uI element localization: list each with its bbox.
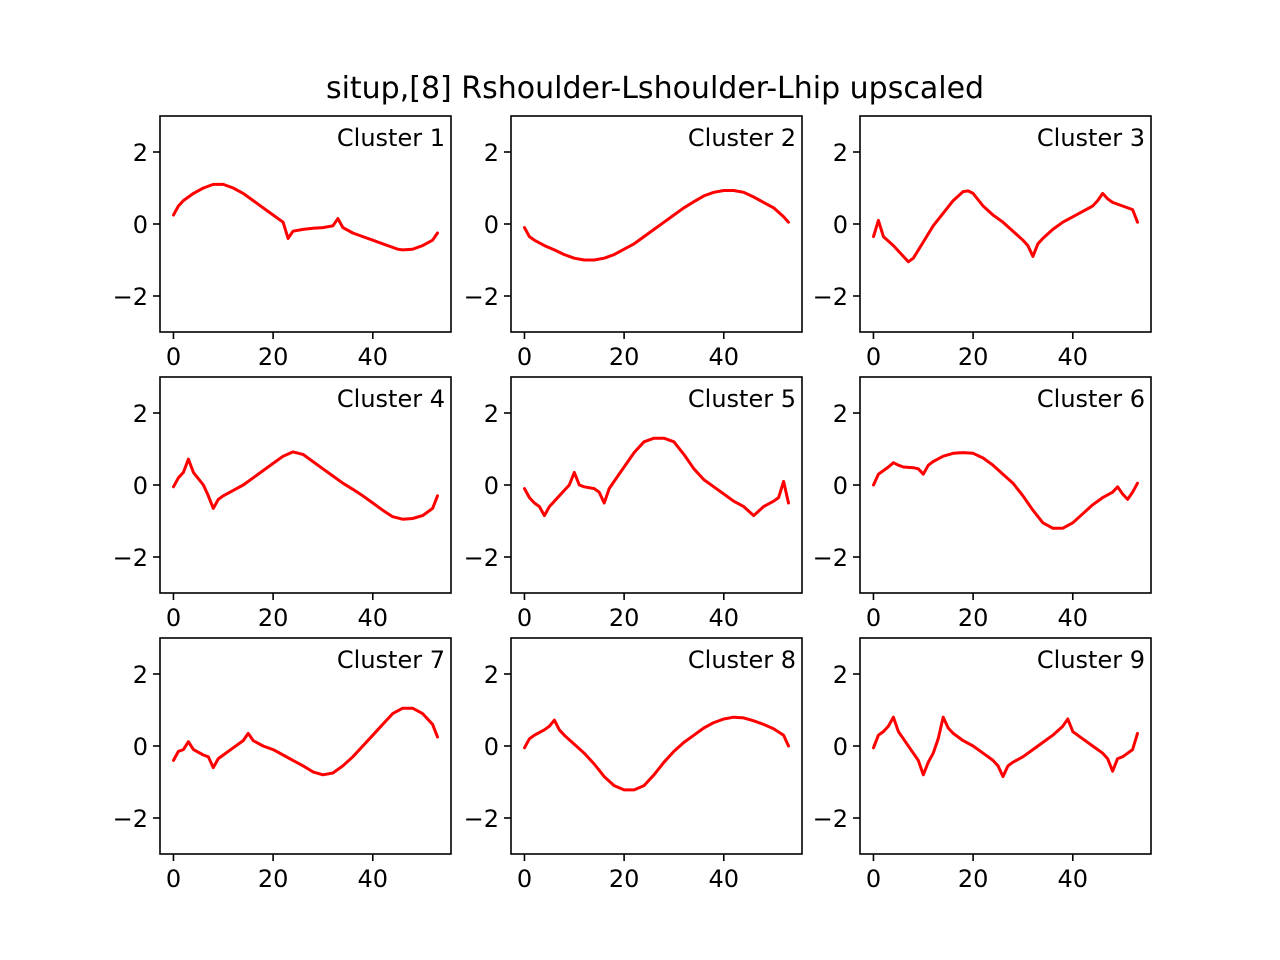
cluster-6-line (872, 451, 1139, 530)
y-tick-label: 0 (833, 472, 848, 500)
x-tick-label: 0 (166, 865, 181, 893)
cluster-label: Cluster 7 (337, 646, 445, 674)
x-tick-label: 40 (1057, 604, 1088, 632)
x-tick-label: 40 (708, 865, 739, 893)
x-tick-label: 0 (866, 865, 881, 893)
y-tick-label: 0 (133, 733, 148, 761)
x-tick-label: 40 (357, 604, 388, 632)
x-tick-label: 0 (166, 604, 181, 632)
x-tick-label: 20 (958, 604, 989, 632)
y-tick-label: 0 (484, 211, 499, 239)
cluster-4-line (172, 450, 439, 521)
y-tick-label: −2 (113, 283, 148, 311)
y-tick-label: −2 (113, 544, 148, 572)
cluster-8-line (523, 715, 790, 792)
y-tick-label: 2 (833, 661, 848, 689)
x-tick-label: 40 (708, 343, 739, 371)
y-tick-label: 0 (833, 211, 848, 239)
cluster-label: Cluster 1 (337, 124, 445, 152)
y-tick-label: 2 (484, 661, 499, 689)
y-tick-label: 0 (484, 733, 499, 761)
x-tick-label: 20 (609, 604, 640, 632)
cluster-label: Cluster 4 (337, 385, 445, 413)
x-tick-label: 0 (517, 604, 532, 632)
y-tick-label: 2 (133, 661, 148, 689)
x-tick-label: 40 (357, 343, 388, 371)
cluster-label: Cluster 2 (688, 124, 796, 152)
x-tick-label: 20 (258, 604, 289, 632)
y-tick-label: −2 (464, 805, 499, 833)
x-tick-label: 0 (866, 604, 881, 632)
cluster-label: Cluster 6 (1037, 385, 1145, 413)
x-tick-label: 40 (708, 604, 739, 632)
figure-title: situp,[8] Rshoulder-Lshoulder-Lhip upsca… (326, 71, 984, 106)
y-tick-label: −2 (464, 283, 499, 311)
y-tick-label: 0 (833, 733, 848, 761)
y-tick-label: −2 (813, 805, 848, 833)
cluster-label: Cluster 5 (688, 385, 796, 413)
y-tick-label: −2 (813, 283, 848, 311)
x-tick-label: 20 (958, 865, 989, 893)
x-tick-label: 40 (357, 865, 388, 893)
x-tick-label: 20 (258, 343, 289, 371)
x-tick-label: 0 (866, 343, 881, 371)
cluster-label: Cluster 3 (1037, 124, 1145, 152)
cluster-label: Cluster 9 (1037, 646, 1145, 674)
cluster-5-line (523, 436, 790, 518)
y-tick-label: 0 (133, 472, 148, 500)
y-tick-label: 0 (484, 472, 499, 500)
y-tick-label: −2 (813, 544, 848, 572)
y-tick-label: 0 (133, 211, 148, 239)
y-tick-label: 2 (833, 400, 848, 428)
x-tick-label: 0 (517, 865, 532, 893)
x-tick-label: 0 (166, 343, 181, 371)
x-tick-label: 40 (1057, 343, 1088, 371)
x-tick-label: 20 (609, 343, 640, 371)
y-tick-label: −2 (464, 544, 499, 572)
cluster-3-line (872, 189, 1139, 264)
x-tick-label: 40 (1057, 865, 1088, 893)
y-tick-label: −2 (113, 805, 148, 833)
cluster-2-line (523, 189, 790, 262)
y-tick-label: 2 (484, 400, 499, 428)
y-tick-label: 2 (133, 400, 148, 428)
y-tick-label: 2 (833, 139, 848, 167)
x-tick-label: 20 (258, 865, 289, 893)
cluster-label: Cluster 8 (688, 646, 796, 674)
cluster-7-line (172, 706, 439, 777)
x-tick-label: 20 (958, 343, 989, 371)
x-tick-label: 20 (609, 865, 640, 893)
x-tick-label: 0 (517, 343, 532, 371)
y-tick-label: 2 (484, 139, 499, 167)
cluster-1-line (172, 182, 439, 252)
cluster-9-line (872, 715, 1139, 779)
y-tick-label: 2 (133, 139, 148, 167)
